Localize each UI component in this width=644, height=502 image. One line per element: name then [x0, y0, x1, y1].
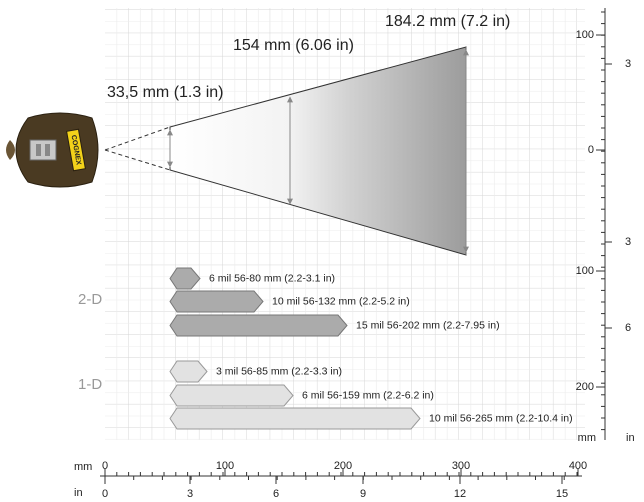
cone-label: 33,5 mm (1.3 in)	[107, 84, 223, 101]
tick-label: 400	[569, 460, 587, 472]
tick-label: 100	[216, 460, 234, 472]
range-bar	[169, 360, 208, 383]
range-bar	[169, 267, 201, 290]
bottom-axis	[100, 469, 582, 484]
beam-dash	[104, 126, 171, 151]
range-bar	[169, 384, 294, 407]
tick-label: 6	[273, 488, 279, 500]
range-bar	[169, 407, 421, 430]
tick-label: 0	[102, 488, 108, 500]
bar-label: 10 mil 56-265 mm (2.2-10.4 in)	[429, 412, 573, 424]
axis-unit: mm	[74, 461, 92, 473]
tick-label: 6	[625, 322, 631, 334]
bar-label: 10 mil 56-132 mm (2.2-5.2 in)	[272, 295, 410, 307]
tick-label: 0	[588, 144, 594, 156]
bar-label: 15 mil 56-202 mm (2.2-7.95 in)	[356, 319, 500, 331]
right-axis	[596, 8, 612, 440]
tick-label: 15	[556, 488, 568, 500]
group-label: 1-D	[78, 376, 102, 393]
tick-label: 3	[625, 58, 631, 70]
tick-label: 9	[360, 488, 366, 500]
tick-label: 0	[102, 460, 108, 472]
cone-label: 154 mm (6.06 in)	[233, 37, 354, 54]
beam-dash	[104, 149, 171, 171]
range-bar	[169, 290, 264, 313]
range-bar	[169, 314, 348, 337]
scanner: COGNEX	[6, 112, 99, 188]
tick-label: 100	[576, 265, 594, 277]
axis-unit: mm	[578, 432, 596, 444]
tick-label: 200	[576, 381, 594, 393]
tick-label: 200	[334, 460, 352, 472]
group-label: 2-D	[78, 291, 102, 308]
axis-unit: in	[74, 487, 83, 499]
bar-label: 6 mil 56-80 mm (2.2-3.1 in)	[209, 272, 335, 284]
bar-label: 3 mil 56-85 mm (2.2-3.3 in)	[216, 365, 342, 377]
tick-label: 3	[187, 488, 193, 500]
cone-label: 184.2 mm (7.2 in)	[385, 13, 510, 30]
axis-unit: in	[626, 432, 635, 444]
tick-label: 300	[452, 460, 470, 472]
bar-label: 6 mil 56-159 mm (2.2-6.2 in)	[302, 389, 434, 401]
tick-label: 3	[625, 236, 631, 248]
tick-label: 12	[454, 488, 466, 500]
tick-label: 100	[576, 29, 594, 41]
